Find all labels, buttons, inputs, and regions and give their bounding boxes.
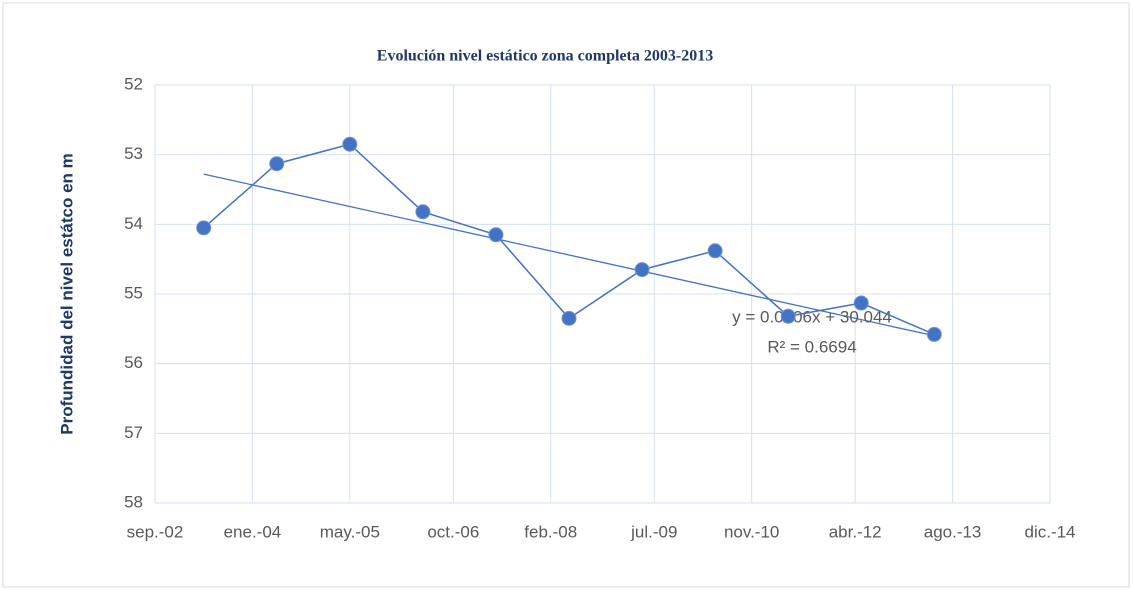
y-axis-label: Profundidad del nivel estátco en m <box>57 153 76 435</box>
x-tick-label: nov.-10 <box>724 522 779 541</box>
data-point <box>196 220 212 236</box>
x-tick-label: feb.-08 <box>524 522 577 541</box>
data-point <box>634 262 650 278</box>
trend-line <box>203 173 935 337</box>
x-tick-label: sep.-02 <box>127 522 184 541</box>
y-tick-label: 55 <box>124 283 143 302</box>
chart-title: Evolución nivel estático zona completa 2… <box>377 48 713 65</box>
trend-equation: y = 0.0006x + 30.044 <box>732 307 892 326</box>
data-point <box>415 204 431 220</box>
data-point <box>342 136 358 152</box>
data-point <box>707 243 723 259</box>
data-point <box>561 310 577 326</box>
data-point <box>780 308 796 324</box>
y-tick-label: 52 <box>124 74 143 93</box>
x-tick-label: oct.-06 <box>427 522 479 541</box>
x-tick-label: dic.-14 <box>1024 522 1075 541</box>
x-tick-label: ene.-04 <box>224 522 282 541</box>
data-point <box>926 326 942 342</box>
data-point <box>269 156 285 172</box>
x-tick-label: jul.-09 <box>630 522 677 541</box>
data-point <box>488 227 504 243</box>
y-tick-label: 57 <box>124 423 143 442</box>
data-point <box>853 295 869 311</box>
y-tick-label: 58 <box>124 492 143 511</box>
y-tick-label: 56 <box>124 353 143 372</box>
y-tick-label: 53 <box>124 144 143 163</box>
y-tick-label: 54 <box>124 214 143 233</box>
x-tick-label: ago.-13 <box>924 522 982 541</box>
x-tick-label: abr.-12 <box>829 522 882 541</box>
x-tick-label: may.-05 <box>320 522 380 541</box>
trend-r2: R² = 0.6694 <box>767 337 856 356</box>
